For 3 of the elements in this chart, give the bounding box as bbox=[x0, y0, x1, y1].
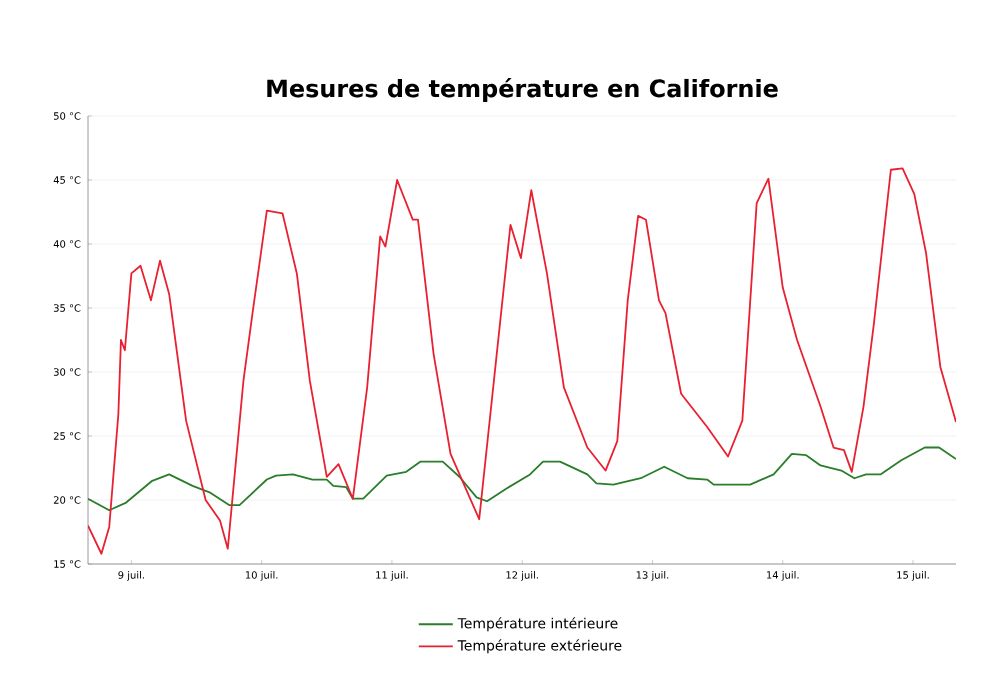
line-series bbox=[88, 446, 956, 512]
line-series bbox=[88, 167, 956, 555]
chart-title: Mesures de température en Californie bbox=[267, 77, 778, 103]
